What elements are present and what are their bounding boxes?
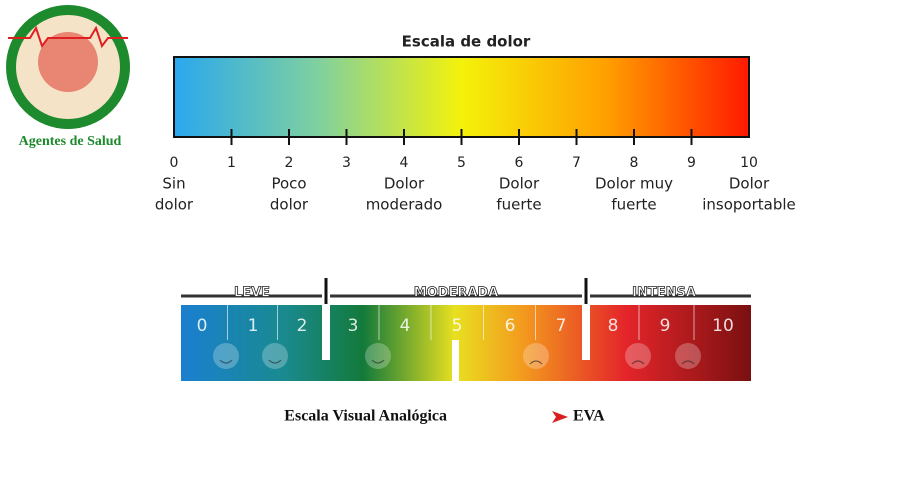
section-label: MODERADA bbox=[414, 286, 499, 301]
eva-caption-suffix: EVA bbox=[573, 408, 605, 425]
tick-label: 1 bbox=[227, 155, 236, 171]
tick-label: 8 bbox=[630, 155, 639, 171]
number: 0 bbox=[197, 316, 208, 336]
level-label: insoportable bbox=[702, 196, 796, 214]
level-label: Dolor bbox=[729, 175, 770, 193]
logo-caption: Agentes de Salud bbox=[19, 134, 122, 149]
level-label: Poco bbox=[271, 175, 306, 193]
face bbox=[213, 343, 239, 369]
number: 1 bbox=[248, 316, 259, 336]
number: 3 bbox=[348, 316, 359, 336]
level-label: fuerte bbox=[611, 196, 656, 214]
logo-pulse bbox=[8, 25, 128, 49]
separator bbox=[452, 340, 459, 382]
eva-bar bbox=[181, 305, 751, 381]
face-mouth bbox=[529, 360, 543, 365]
number: 4 bbox=[400, 316, 411, 336]
face bbox=[675, 343, 701, 369]
level-label: Sin bbox=[162, 175, 185, 193]
section-label: LEVE bbox=[234, 286, 270, 301]
face bbox=[365, 343, 391, 369]
number: 2 bbox=[297, 316, 308, 336]
scale-title: Escala de dolor bbox=[402, 33, 531, 51]
face bbox=[262, 343, 288, 369]
number: 8 bbox=[608, 316, 619, 336]
tick-label: 3 bbox=[342, 155, 351, 171]
arrow bbox=[552, 411, 568, 423]
face bbox=[625, 343, 651, 369]
level-label: dolor bbox=[270, 196, 309, 214]
face-mouth bbox=[681, 360, 695, 365]
face-mouth bbox=[268, 359, 282, 364]
level-label: Dolor bbox=[499, 175, 540, 193]
number: 5 bbox=[452, 316, 463, 336]
number: 10 bbox=[712, 316, 734, 336]
number: 7 bbox=[556, 316, 567, 336]
tick-label: 6 bbox=[515, 155, 524, 171]
separator bbox=[582, 278, 590, 360]
eva-caption: Escala Visual Analógica bbox=[284, 408, 447, 425]
face-mouth bbox=[631, 360, 645, 365]
face-mouth bbox=[371, 359, 385, 364]
tick-label: 4 bbox=[400, 155, 409, 171]
tick-label: 9 bbox=[687, 155, 696, 171]
tick-label: 5 bbox=[457, 155, 466, 171]
level-label: moderado bbox=[366, 196, 443, 214]
gradient-bar bbox=[173, 56, 750, 138]
tick-label: 10 bbox=[740, 155, 758, 171]
tick-label: 0 bbox=[170, 155, 179, 171]
number: 6 bbox=[505, 316, 516, 336]
face bbox=[523, 343, 549, 369]
tick-label: 7 bbox=[572, 155, 581, 171]
level-label: Dolor muy bbox=[595, 175, 673, 193]
separator bbox=[322, 278, 330, 360]
level-label: fuerte bbox=[496, 196, 541, 214]
section-label: INTENSA bbox=[632, 286, 696, 301]
face-mouth bbox=[219, 359, 233, 364]
level-label: dolor bbox=[155, 196, 194, 214]
number: 9 bbox=[660, 316, 671, 336]
logo-art bbox=[38, 32, 98, 92]
level-label: Dolor bbox=[384, 175, 425, 193]
tick-label: 2 bbox=[285, 155, 294, 171]
